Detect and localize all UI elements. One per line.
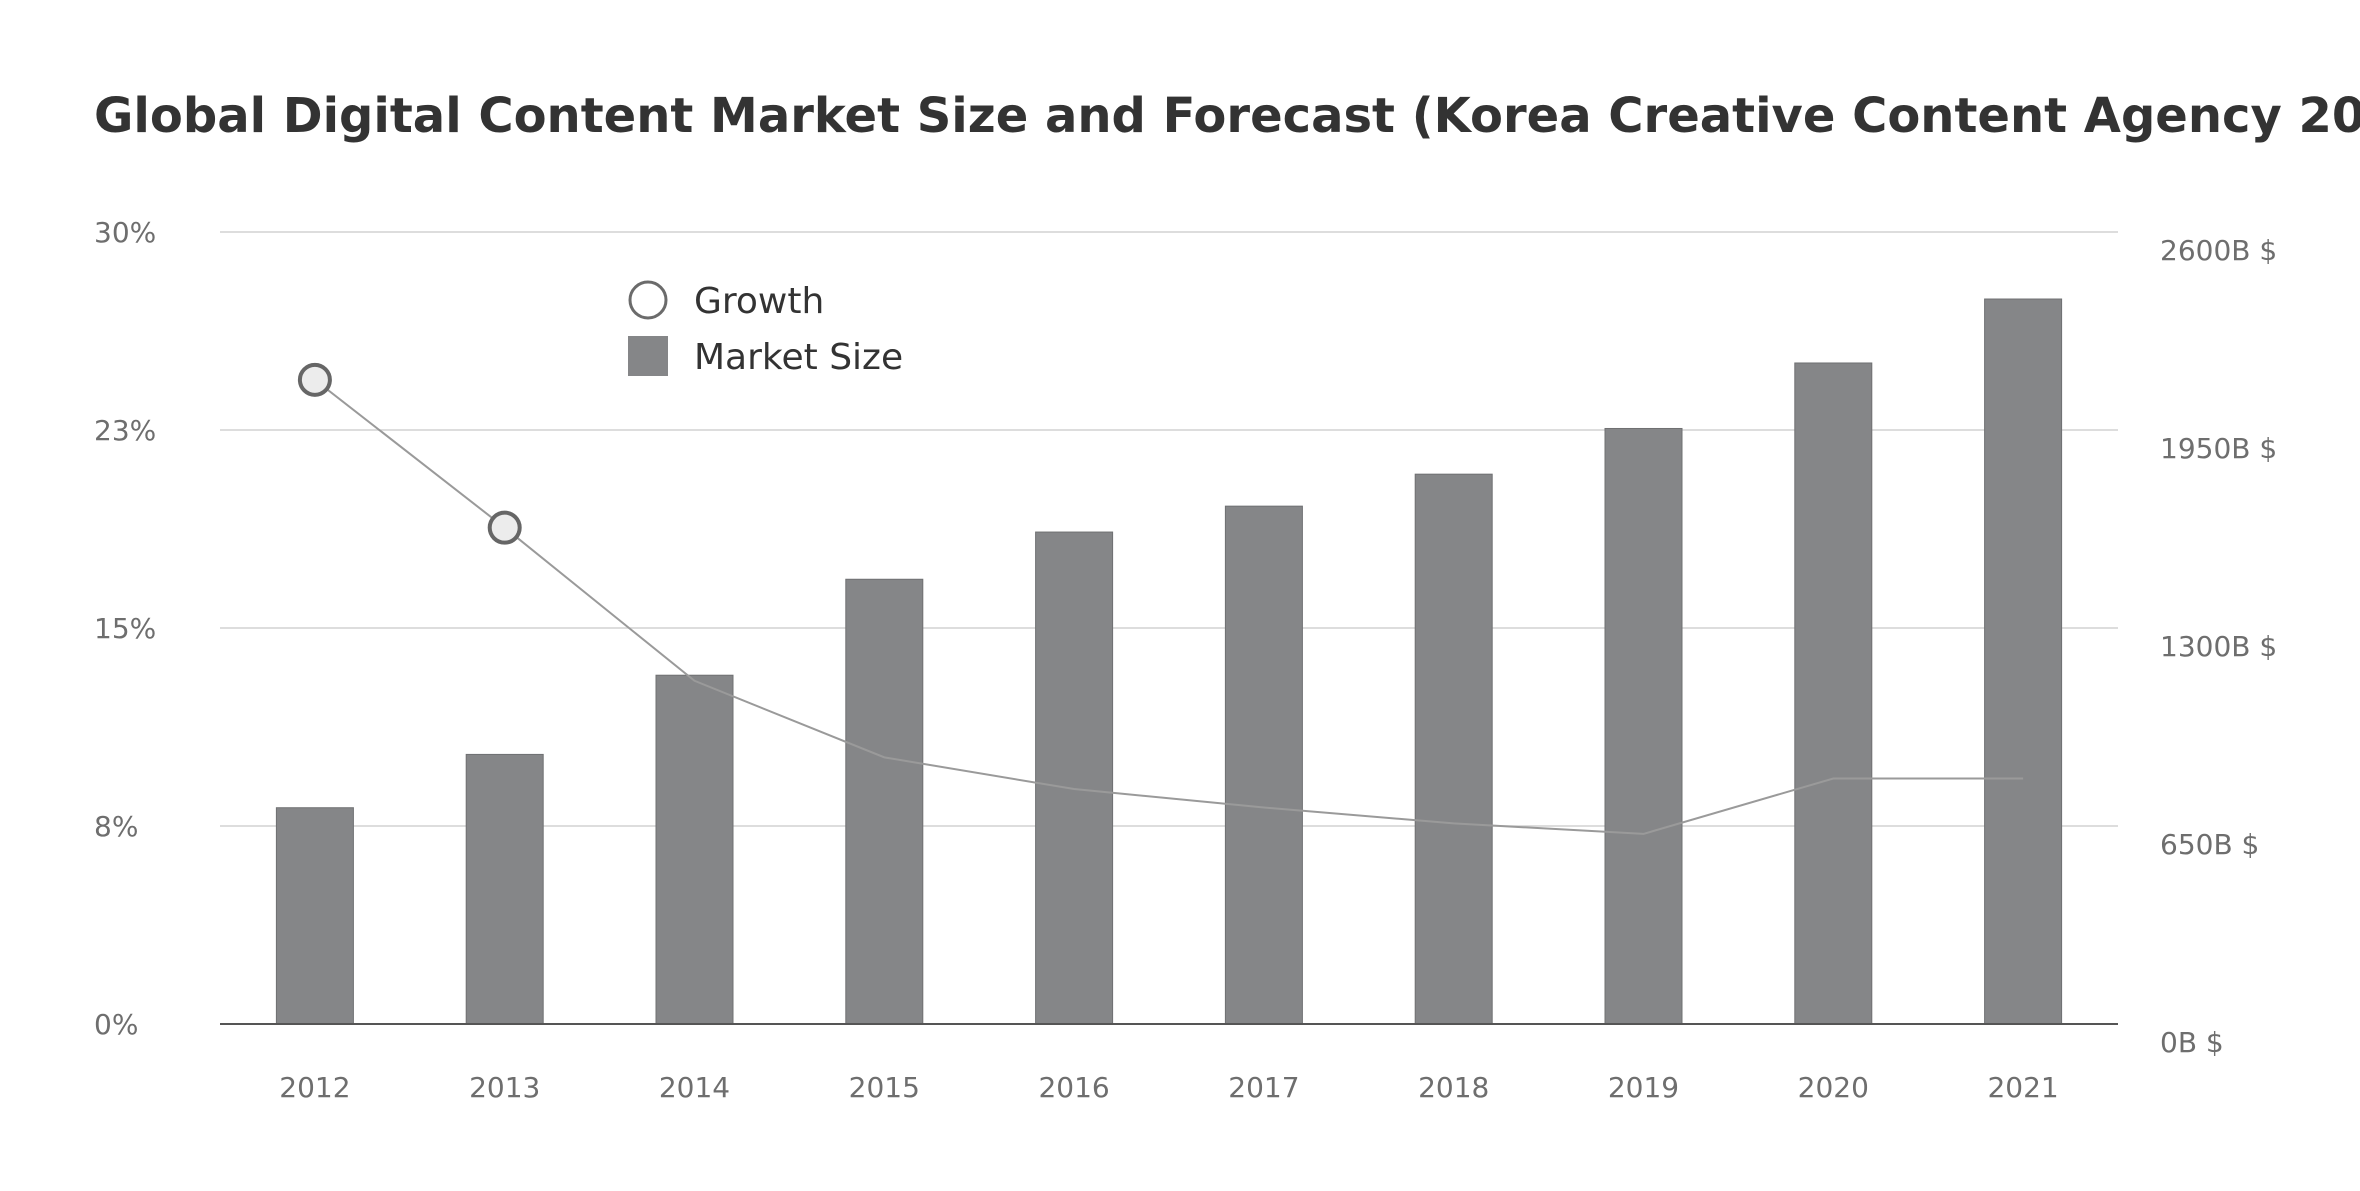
x-axis-tick-label: 2017 — [1228, 1071, 1299, 1104]
x-axis-tick-label: 2015 — [849, 1071, 920, 1104]
x-axis-tick-label: 2013 — [469, 1071, 540, 1104]
bar — [1224, 505, 1303, 1025]
left-axis-tick-label: 15% — [94, 612, 156, 645]
bar — [1414, 473, 1493, 1025]
left-axis-tick-label: 8% — [94, 810, 138, 843]
right-axis-tick-label: 1950B $ — [2160, 432, 2277, 465]
left-axis-tick-label: 30% — [94, 216, 156, 249]
x-axis-tick-label: 2018 — [1418, 1071, 1489, 1104]
right-axis-tick-label: 1300B $ — [2160, 630, 2277, 663]
left-axis-tick-label: 23% — [94, 414, 156, 447]
bar — [1794, 362, 1873, 1025]
bar — [1984, 298, 2063, 1025]
right-axis-tick-label: 650B $ — [2160, 828, 2259, 861]
x-axis-tick-label: 2020 — [1798, 1071, 1869, 1104]
bar — [655, 674, 734, 1025]
legend-growth-label: Growth — [694, 281, 824, 322]
growth-marker — [297, 362, 332, 397]
growth-line — [314, 379, 2024, 835]
bar — [1035, 531, 1114, 1025]
left-axis-tick-label: 0% — [94, 1008, 138, 1041]
right-axis-tick-label: 0B $ — [2160, 1026, 2224, 1059]
legend-growth-symbol — [628, 280, 668, 320]
legend-market-size-label: Market Size — [694, 337, 903, 378]
x-axis-tick-label: 2019 — [1608, 1071, 1679, 1104]
legend: Growth Market Size — [628, 280, 903, 378]
x-axis-tick-label: 2014 — [659, 1071, 730, 1104]
growth-marker — [487, 510, 522, 545]
bars-layer — [275, 298, 2063, 1025]
bar — [465, 753, 544, 1025]
x-axis-tick-label: 2016 — [1038, 1071, 1109, 1104]
bar — [1604, 427, 1683, 1025]
growth-line-layer — [297, 362, 2024, 835]
axis-layer: 0% 0B $ 8% 650B $ 15% 1300B $ 23% 1950B $ 30% 260… — [94, 216, 2277, 1104]
legend-market-size-symbol — [628, 336, 668, 376]
bar — [275, 807, 354, 1025]
chart-title: Global Digital Content Market Size and F… — [94, 88, 2360, 144]
x-axis-tick-label: 2021 — [1987, 1071, 2058, 1104]
bar — [845, 578, 924, 1025]
x-axis-tick-label: 2012 — [279, 1071, 350, 1104]
right-axis-tick-label: 2600B $ — [2160, 234, 2277, 267]
